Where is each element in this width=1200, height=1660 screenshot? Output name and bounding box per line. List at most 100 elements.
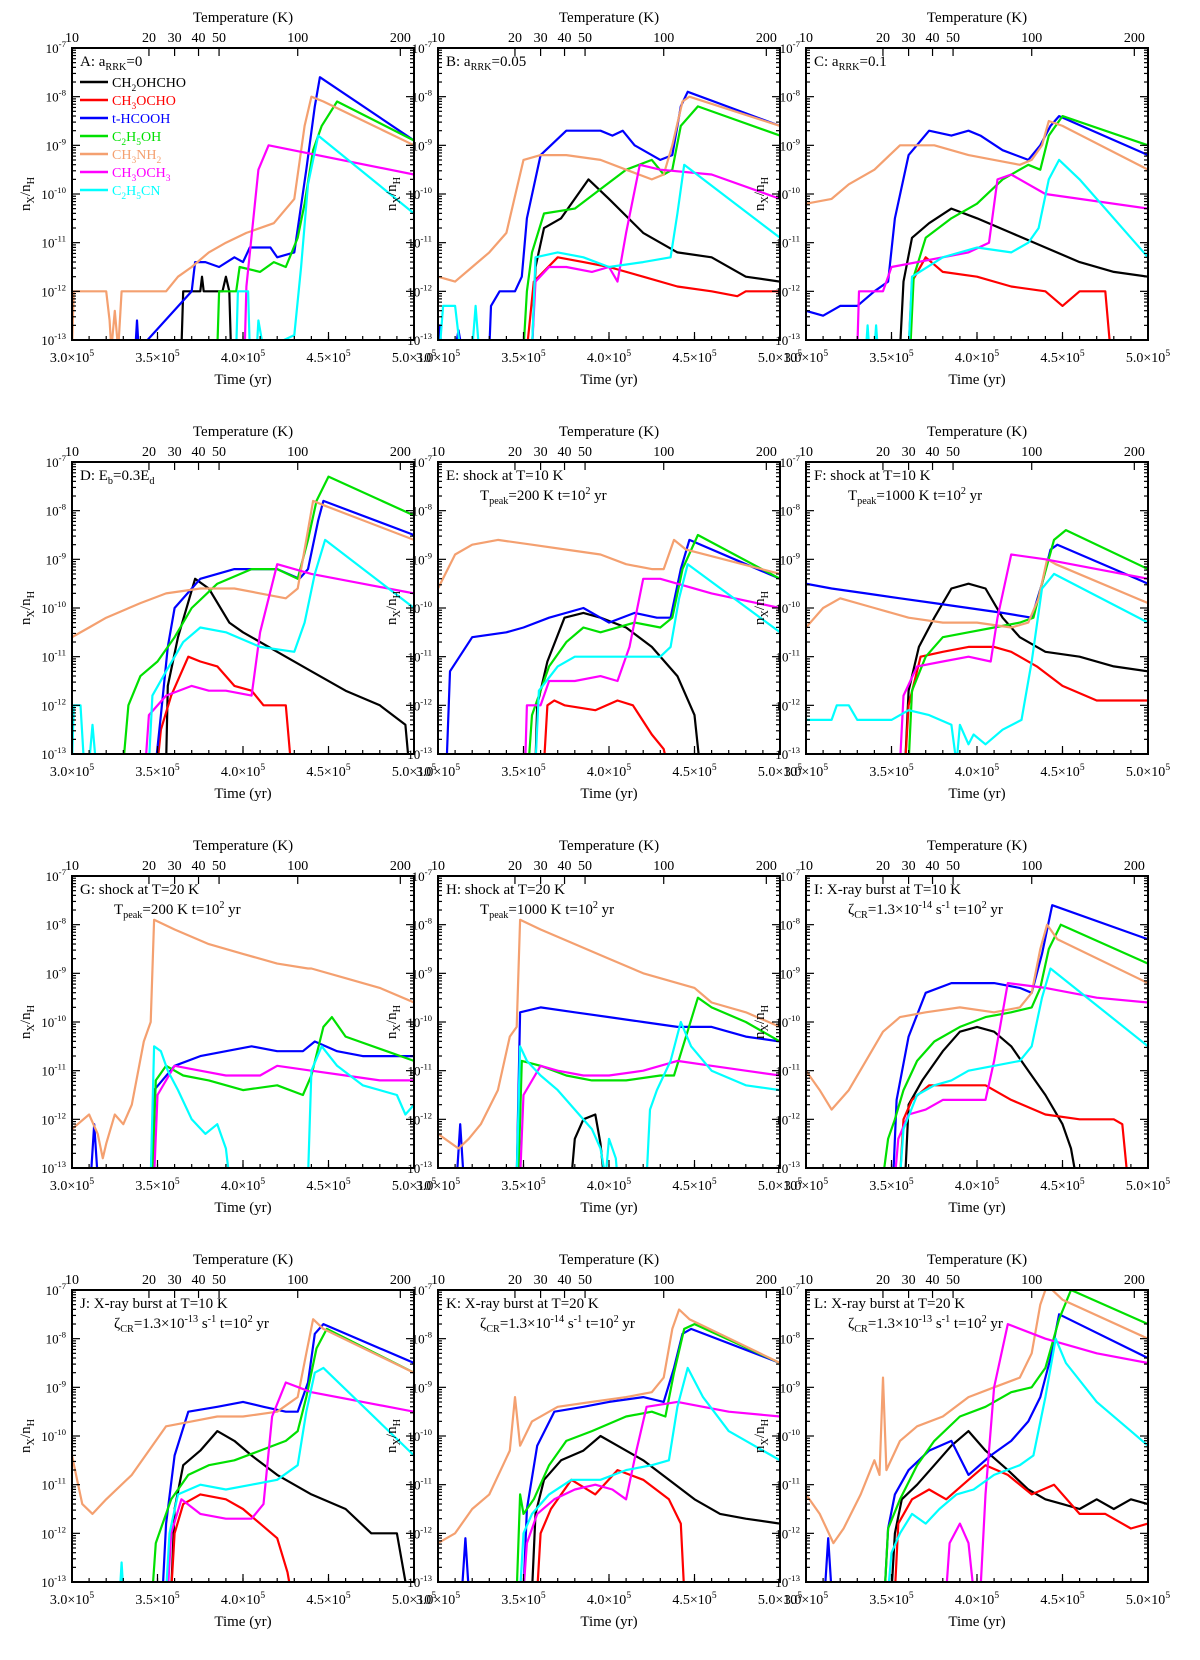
y-tick-label: 10-9​ <box>46 550 67 567</box>
y-axis-label: nX​/nH​ <box>18 1004 37 1039</box>
y-tick-label: 10-11​ <box>42 648 66 665</box>
x-tick-label: 4.5×105​ <box>1040 349 1084 366</box>
y-tick-label: 10-13​ <box>775 331 800 348</box>
top-tick-label: 10 <box>65 31 79 46</box>
series-ch3ocho <box>894 1464 1148 1582</box>
series-c2h5cn <box>534 563 780 754</box>
top-tick-label: 200 <box>1124 31 1145 46</box>
y-tick-label: 10-9​ <box>780 136 801 153</box>
top-axis-label: Temperature (K) <box>559 10 659 26</box>
x-axis-label: Time (yr) <box>214 786 271 802</box>
series-ch3nh2 <box>806 1290 1148 1545</box>
top-tick-label: 40 <box>558 445 572 460</box>
x-tick-label: 4.0×105​ <box>955 763 999 780</box>
y-tick-label: 10-12​ <box>41 1110 66 1127</box>
y-tick-label: 10-8​ <box>46 1330 67 1347</box>
series-c2h5cn <box>806 572 1148 754</box>
y-tick-label: 10-7​ <box>412 453 433 470</box>
top-tick-label: 10 <box>799 1273 813 1288</box>
y-tick-label: 10-13​ <box>41 331 66 348</box>
y-tick-label: 10-13​ <box>775 745 800 762</box>
series-t-hcooh <box>90 1040 414 1168</box>
top-axis-label: Temperature (K) <box>927 424 1027 440</box>
series-ch3nh2 <box>72 499 414 639</box>
top-axis-label: Temperature (K) <box>193 10 293 26</box>
x-axis-label: Time (yr) <box>580 1614 637 1630</box>
top-tick-label: 100 <box>287 445 308 460</box>
x-axis-label: Time (yr) <box>580 786 637 802</box>
y-tick-label: 10-13​ <box>407 1573 432 1590</box>
y-tick-label: 10-13​ <box>41 1159 66 1176</box>
y-axis-label: nX​/nH​ <box>384 1418 403 1453</box>
top-tick-label: 20 <box>508 859 522 874</box>
x-tick-label: 3.5×105​ <box>501 1591 545 1608</box>
x-tick-label: 4.0×105​ <box>587 1591 631 1608</box>
series-c2h5oh <box>123 475 414 754</box>
y-tick-label: 10-12​ <box>407 1110 432 1127</box>
top-tick-label: 40 <box>558 31 572 46</box>
top-tick-label: 40 <box>558 1273 572 1288</box>
series-ch2ohcho <box>531 178 780 340</box>
series-ch3och3 <box>899 553 1148 754</box>
top-tick-label: 100 <box>287 31 308 46</box>
panel-J: 10-13​ 10-12​ 10-11​ 10-10​ 10-9​ 10-8​ 10-7​ 3… <box>18 1252 436 1630</box>
top-tick-label: 30 <box>168 859 182 874</box>
y-tick-label: 10-9​ <box>412 1378 433 1395</box>
top-axis-label: Temperature (K) <box>927 838 1027 854</box>
top-tick-label: 100 <box>653 1273 674 1288</box>
top-tick-label: 10 <box>65 445 79 460</box>
x-tick-label: 4.5×105​ <box>306 763 350 780</box>
y-tick-label: 10-12​ <box>775 282 800 299</box>
x-tick-label: 5.0×105​ <box>392 763 436 780</box>
series-t-hcooh <box>806 115 1148 317</box>
top-tick-label: 30 <box>534 859 548 874</box>
y-tick-label: 10-10​ <box>407 599 432 616</box>
y-tick-label: 10-8​ <box>412 88 433 105</box>
series-t-hcooh <box>824 1313 1148 1582</box>
series-t-hcooh <box>134 76 414 340</box>
top-tick-label: 20 <box>876 1273 890 1288</box>
x-axis-label: Time (yr) <box>580 372 637 388</box>
series-c2h5oh <box>522 105 780 340</box>
top-tick-label: 200 <box>1124 445 1145 460</box>
y-tick-label: 10-10​ <box>407 1427 432 1444</box>
series-group <box>72 918 414 1168</box>
y-tick-label: 10-7​ <box>412 867 433 884</box>
y-tick-label: 10-7​ <box>46 39 67 56</box>
panel-title: E: shock at T=10 K <box>446 468 564 484</box>
series-c2h5cn <box>72 538 414 754</box>
series-group <box>438 918 780 1168</box>
top-tick-label: 10 <box>799 445 813 460</box>
top-tick-label: 10 <box>431 859 445 874</box>
y-tick-label: 10-8​ <box>412 1330 433 1347</box>
series-group <box>806 115 1148 340</box>
top-tick-label: 50 <box>212 31 226 46</box>
top-tick-label: 50 <box>946 445 960 460</box>
y-tick-label: 10-8​ <box>46 502 67 519</box>
top-tick-label: 100 <box>653 445 674 460</box>
top-tick-label: 200 <box>390 31 411 46</box>
y-tick-label: 10-11​ <box>42 1476 66 1493</box>
x-axis-label: Time (yr) <box>214 1200 271 1216</box>
top-tick-label: 30 <box>534 1273 548 1288</box>
top-tick-label: 200 <box>390 445 411 460</box>
y-axis-label: nX​/nH​ <box>18 176 37 211</box>
y-tick-label: 10-11​ <box>776 234 800 251</box>
panel-title: K: X-ray burst at T=20 K <box>446 1296 599 1312</box>
top-axis-label: Temperature (K) <box>193 838 293 854</box>
top-tick-label: 100 <box>287 859 308 874</box>
top-tick-label: 50 <box>212 1273 226 1288</box>
y-tick-label: 10-12​ <box>407 282 432 299</box>
y-axis-label: nX​/nH​ <box>752 1418 771 1453</box>
x-tick-label: 5.0×105​ <box>758 349 802 366</box>
top-tick-label: 100 <box>1021 445 1042 460</box>
series-c2h5oh <box>884 1290 1148 1582</box>
top-tick-label: 10 <box>431 445 445 460</box>
x-axis-label: Time (yr) <box>214 372 271 388</box>
y-tick-label: 10-8​ <box>412 502 433 519</box>
y-tick-label: 10-8​ <box>780 1330 801 1347</box>
panel-title: H: shock at T=20 K <box>446 882 565 898</box>
x-tick-label: 3.0×105​ <box>784 763 828 780</box>
top-tick-label: 100 <box>1021 859 1042 874</box>
series-c2h5oh <box>909 115 1148 340</box>
